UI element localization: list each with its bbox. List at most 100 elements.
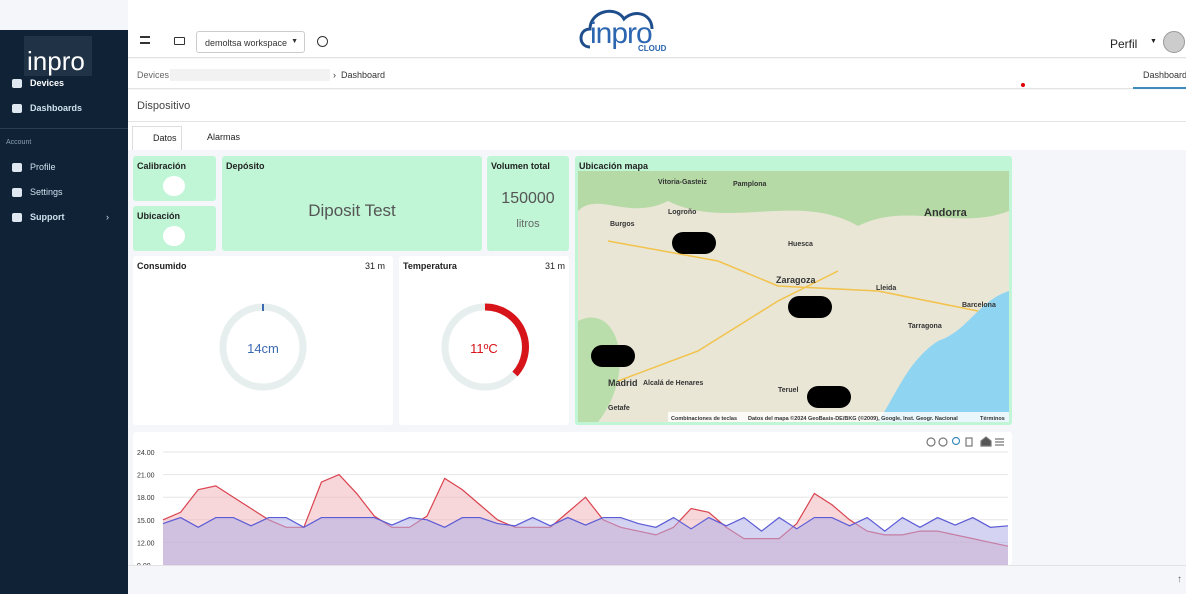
y-tick-label: 9.00	[137, 563, 151, 565]
map-label: Vitoria-Gasteiz	[658, 179, 707, 186]
gear-button[interactable]	[163, 176, 185, 196]
map[interactable]: Vitoria-Gasteiz Pamplona Logroño Burgos Hues…	[578, 171, 1009, 422]
widget: Volumen total 150000 litros	[487, 156, 569, 251]
gauge-value: 14cm	[247, 341, 279, 356]
chart: 24.00 21.00 18.00 15.00 12.00 9.00	[137, 436, 1009, 565]
widget-value: 150000	[501, 190, 555, 207]
attribution-text: Combinaciones de teclas	[671, 416, 737, 422]
widget-title: Ubicación	[137, 211, 181, 221]
age: 31 m	[544, 261, 565, 271]
tank-marker[interactable]	[672, 232, 716, 254]
pan[interactable]	[965, 437, 973, 447]
widget-title: Temperatura	[403, 261, 457, 271]
user-name[interactable]: Perfil	[1110, 37, 1138, 51]
gauge-arc	[484, 303, 529, 377]
tab[interactable]: Datos	[132, 126, 182, 150]
map-markers	[591, 232, 851, 408]
map-label: Andorra	[924, 207, 968, 219]
divider	[0, 128, 128, 129]
zoom[interactable]	[951, 436, 961, 446]
nav-item[interactable]: Settings	[12, 187, 63, 197]
nav-label: Settings	[30, 187, 63, 197]
folder-icon[interactable]	[174, 37, 185, 45]
reset[interactable]	[980, 436, 992, 447]
map-widget: Ubicación mapa Vitoria-Gasteiz Pamplona Lo…	[575, 156, 1012, 425]
icon	[12, 187, 22, 197]
logo-text: inpro	[590, 17, 653, 50]
icon	[12, 103, 22, 113]
icon	[12, 212, 22, 222]
y-tick-label: 21.00	[137, 473, 155, 480]
map-label: Getafe	[608, 405, 630, 412]
map-label: Madrid	[608, 378, 638, 388]
avatar[interactable]	[1163, 31, 1185, 53]
age: 31 m	[364, 261, 385, 271]
nav-label: Support	[30, 212, 65, 222]
tab-label[interactable]: Alarmas	[207, 132, 241, 142]
attribution-text: Datos del mapa ©2024 GeoBasis-DE/BKG (©2…	[748, 415, 958, 422]
nav-label: Dashboards	[30, 103, 83, 113]
map-label: Zaragoza	[776, 275, 817, 285]
widget-value: Diposit Test	[308, 201, 396, 220]
menu-icon[interactable]	[140, 36, 150, 44]
widget-title: Calibración	[137, 161, 187, 171]
chevron: ›	[106, 212, 109, 222]
map-label: Lleida	[876, 285, 896, 292]
nav-item[interactable]: Devices	[12, 78, 64, 88]
icon	[12, 162, 22, 172]
sidebar: inpro Devices Dashboards Account Profile…	[0, 30, 128, 594]
zoom-in[interactable]	[926, 437, 936, 447]
cloud	[579, 9, 654, 49]
workspace-select[interactable]: demoltsa workspace ▼	[196, 31, 305, 53]
line	[162, 516, 1009, 532]
crumb: Dashboard	[341, 70, 386, 80]
map-road	[617, 270, 839, 382]
tank-marker[interactable]	[591, 345, 635, 367]
widget-title: Consumido	[137, 261, 187, 271]
widget: Ubicación	[133, 206, 216, 251]
widget: Calibración	[133, 156, 216, 201]
widget: Consumido 31 m 14cm	[133, 256, 393, 425]
widget-unit: litros	[516, 218, 540, 230]
map-sea	[878, 291, 1009, 422]
tank-marker[interactable]	[807, 386, 851, 408]
chart-card: 24.00 21.00 18.00 15.00 12.00 9.00	[133, 432, 1012, 565]
crumb-placeholder	[170, 69, 330, 81]
map-label: Pamplona	[733, 181, 767, 188]
nav-label: Devices	[30, 78, 65, 88]
nav-item[interactable]: Profile	[12, 162, 56, 172]
nav-item[interactable]: Support	[12, 212, 65, 222]
map-label: Burgos	[610, 221, 635, 228]
toolbar	[926, 436, 1004, 447]
map-forest	[578, 317, 620, 422]
add-icon[interactable]	[317, 36, 328, 47]
nav-item[interactable]: Dashboards	[12, 103, 82, 113]
logo-cloud	[579, 9, 654, 49]
top-bar: demoltsa workspace ▼ inpro CLOUD Perfil ▼	[128, 0, 1186, 58]
tab[interactable]: Dashboard	[1143, 70, 1186, 80]
map-label: Logroño	[668, 209, 696, 216]
attribution-text: Términos	[980, 416, 1005, 422]
widget-title: Depósito	[226, 161, 265, 171]
dot	[1021, 83, 1025, 87]
widget: Depósito Diposit Test	[222, 156, 482, 251]
page-title: Dispositivo	[137, 100, 191, 112]
tank-marker[interactable]	[788, 296, 832, 318]
y-tick-label: 24.00	[137, 450, 155, 457]
zoom-out[interactable]	[938, 437, 948, 447]
crumb[interactable]: Devices	[137, 70, 170, 80]
crumb-sep: ›	[333, 70, 336, 80]
y-tick-label: 12.00	[137, 540, 155, 547]
zoom-button[interactable]	[163, 226, 185, 246]
caret: ▼	[291, 38, 298, 45]
divider	[128, 121, 1186, 122]
icon	[12, 78, 22, 88]
logo: inpro CLOUD	[578, 3, 668, 55]
menu[interactable]	[995, 438, 1004, 446]
scroll-top[interactable]: ↑	[1177, 574, 1182, 585]
gauge	[441, 303, 529, 391]
gauge-value: 11ºC	[470, 341, 498, 356]
map-labels: Vitoria-Gasteiz Pamplona Logroño Burgos Hues…	[608, 179, 996, 412]
attribution-bar	[668, 412, 1009, 422]
